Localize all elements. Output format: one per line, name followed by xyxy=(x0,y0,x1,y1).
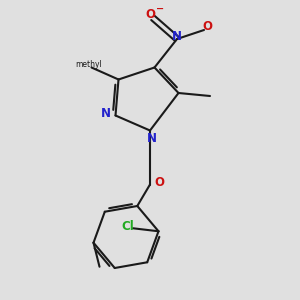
Text: methyl: methyl xyxy=(75,60,102,69)
Text: N: N xyxy=(172,29,182,43)
Text: N: N xyxy=(101,106,111,120)
Text: O: O xyxy=(154,176,164,190)
Text: O: O xyxy=(202,20,213,34)
Text: O: O xyxy=(146,8,156,21)
Text: N: N xyxy=(146,132,157,146)
Text: −: − xyxy=(155,4,164,14)
Text: Cl: Cl xyxy=(121,220,134,233)
